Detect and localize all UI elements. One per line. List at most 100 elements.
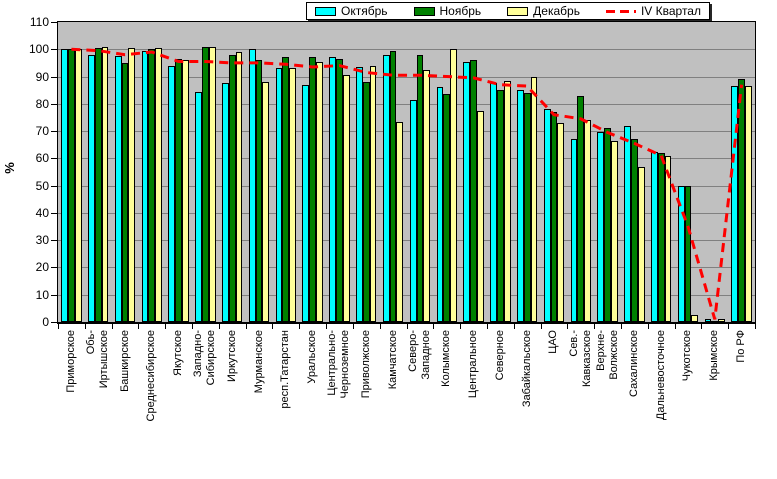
bar-Декабрь-Сев.-Кавказское — [584, 120, 591, 322]
x-axis-tick — [84, 324, 86, 329]
bar-Ноябрь-респ.Татарстан — [282, 57, 290, 322]
bar-Декабрь-Дальневосточное — [664, 155, 672, 322]
x-axis-tick — [111, 324, 113, 329]
bar-Ноябрь-Иркутское — [228, 54, 236, 322]
legend-label: Ноябрь — [439, 4, 482, 18]
y-axis-tick-label: 90 — [35, 69, 49, 84]
bar-Декабрь-Верхне-Волжское — [610, 140, 618, 322]
x-axis-tick — [299, 324, 301, 329]
bar-Ноябрь-Западно-Сибирское — [202, 46, 209, 322]
x-axis-label: Западно- Сибирское — [192, 330, 218, 386]
y-axis-tick — [51, 185, 57, 187]
x-axis-tick — [58, 324, 59, 329]
gridline — [58, 76, 755, 78]
x-axis-label: Якутское — [172, 330, 185, 376]
x-axis-tick — [567, 324, 569, 329]
y-axis-tick-label: 40 — [35, 205, 49, 220]
x-axis-label: Обь- Иртышское — [85, 330, 111, 389]
x-axis-label: Мурманское — [252, 330, 265, 394]
bar-Октябрь-Мурманское — [248, 49, 256, 322]
legend-label: Декабрь — [533, 4, 580, 18]
bar-Декабрь-респ.Татарстан — [289, 68, 297, 322]
y-axis-tick-label: 20 — [35, 260, 49, 275]
x-axis-tick — [486, 324, 488, 329]
x-axis-label: Верхне- Волжское — [594, 330, 620, 380]
x-axis-label: Колымское — [440, 330, 453, 387]
bar-Декабрь-По РФ — [744, 86, 752, 322]
y-axis-tick — [51, 322, 57, 323]
x-axis-tick — [647, 324, 649, 329]
bar-Декабрь-Забайкальское — [530, 76, 538, 322]
x-axis-tick — [192, 324, 194, 329]
y-axis-tick-label: 0 — [42, 315, 49, 329]
x-axis-tick — [379, 324, 381, 329]
bar-Ноябрь-Среднесибирское — [148, 49, 156, 322]
y-axis-tick-label: 60 — [35, 151, 49, 166]
bar-Декабрь-Обь-Иртышское — [101, 46, 109, 322]
bar-Октябрь-Центральное — [463, 61, 471, 322]
bar-Декабрь-Крымское — [718, 319, 725, 322]
y-axis-tick-label: 50 — [35, 178, 49, 193]
x-axis-label: Камчатское — [386, 330, 399, 390]
x-axis-label: ЦАО — [547, 330, 560, 354]
bar-Ноябрь-Забайкальское — [523, 92, 531, 322]
bar-Декабрь-Якутское — [182, 60, 189, 322]
bar-Ноябрь-Верхне-Волжское — [604, 128, 611, 322]
bar-Октябрь-Крымское — [704, 319, 712, 322]
x-axis-tick — [433, 324, 435, 329]
x-axis-label: Среднесибирское — [145, 330, 158, 422]
bar-Октябрь-Приволжское — [356, 67, 363, 322]
x-axis-tick — [460, 324, 462, 329]
bar-Октябрь-Камчатское — [382, 54, 390, 322]
bar-Октябрь-Сев.-Кавказское — [570, 139, 578, 322]
legend-color-swatch — [315, 6, 336, 16]
bar-Декабрь-Башкирское — [128, 47, 136, 322]
bar-Декабрь-Колымское — [450, 49, 457, 322]
bar-Декабрь-Иркутское — [235, 52, 243, 322]
bar-Октябрь-По РФ — [731, 86, 739, 322]
legend-color-swatch — [507, 6, 529, 16]
bar-Декабрь-Приморское — [74, 49, 82, 322]
x-axis-tick — [674, 324, 676, 329]
y-axis-tick-label: 110 — [29, 15, 49, 29]
y-axis-tick — [51, 294, 57, 296]
bar-Октябрь-Северо-Западное — [409, 99, 417, 322]
x-axis-tick — [138, 324, 140, 329]
bar-Ноябрь-Северо-Западное — [416, 54, 424, 322]
x-axis-label: Приволжское — [359, 330, 372, 399]
legend-item: Октябрь — [315, 4, 388, 18]
x-axis-label: Крымское — [708, 330, 721, 381]
legend-label: Октябрь — [341, 4, 388, 18]
x-axis-tick — [326, 324, 328, 329]
y-axis-tick — [51, 22, 57, 23]
y-axis-tick — [51, 158, 57, 160]
gridline — [58, 131, 755, 133]
bar-Октябрь-Уральское — [302, 84, 310, 322]
gridline — [58, 103, 755, 105]
bar-Октябрь-Чукотское — [677, 185, 685, 322]
x-axis-tick — [218, 324, 220, 329]
x-axis-tick — [272, 324, 274, 329]
bar-Ноябрь-Чукотское — [684, 185, 692, 322]
x-axis-label: Дальневосточное — [654, 330, 667, 421]
x-axis-tick — [620, 324, 622, 329]
bar-Октябрь-Якутское — [168, 65, 176, 322]
x-axis-tick — [165, 324, 167, 329]
x-axis-tick — [513, 324, 515, 329]
bar-Декабрь-Приволжское — [369, 65, 377, 322]
x-axis-label: Башкирское — [118, 330, 131, 392]
bar-Декабрь-Чукотское — [691, 315, 699, 322]
bar-Ноябрь-ЦАО — [550, 112, 558, 322]
bar-Октябрь-Западно-Сибирское — [195, 91, 203, 322]
bar-Октябрь-Башкирское — [114, 56, 122, 322]
x-axis-label: Северо- Западное — [406, 330, 432, 380]
legend-line-swatch — [605, 9, 636, 13]
legend-item: Ноябрь — [413, 4, 482, 18]
x-axis-tick — [755, 324, 756, 329]
y-axis-tick-label: 30 — [35, 233, 49, 248]
y-axis-tick — [51, 212, 57, 214]
bar-Декабрь-Мурманское — [262, 82, 270, 322]
bar-Октябрь-Приморское — [61, 49, 68, 322]
x-axis-tick — [406, 324, 408, 329]
bar-Декабрь-Сахалинское — [637, 166, 645, 322]
